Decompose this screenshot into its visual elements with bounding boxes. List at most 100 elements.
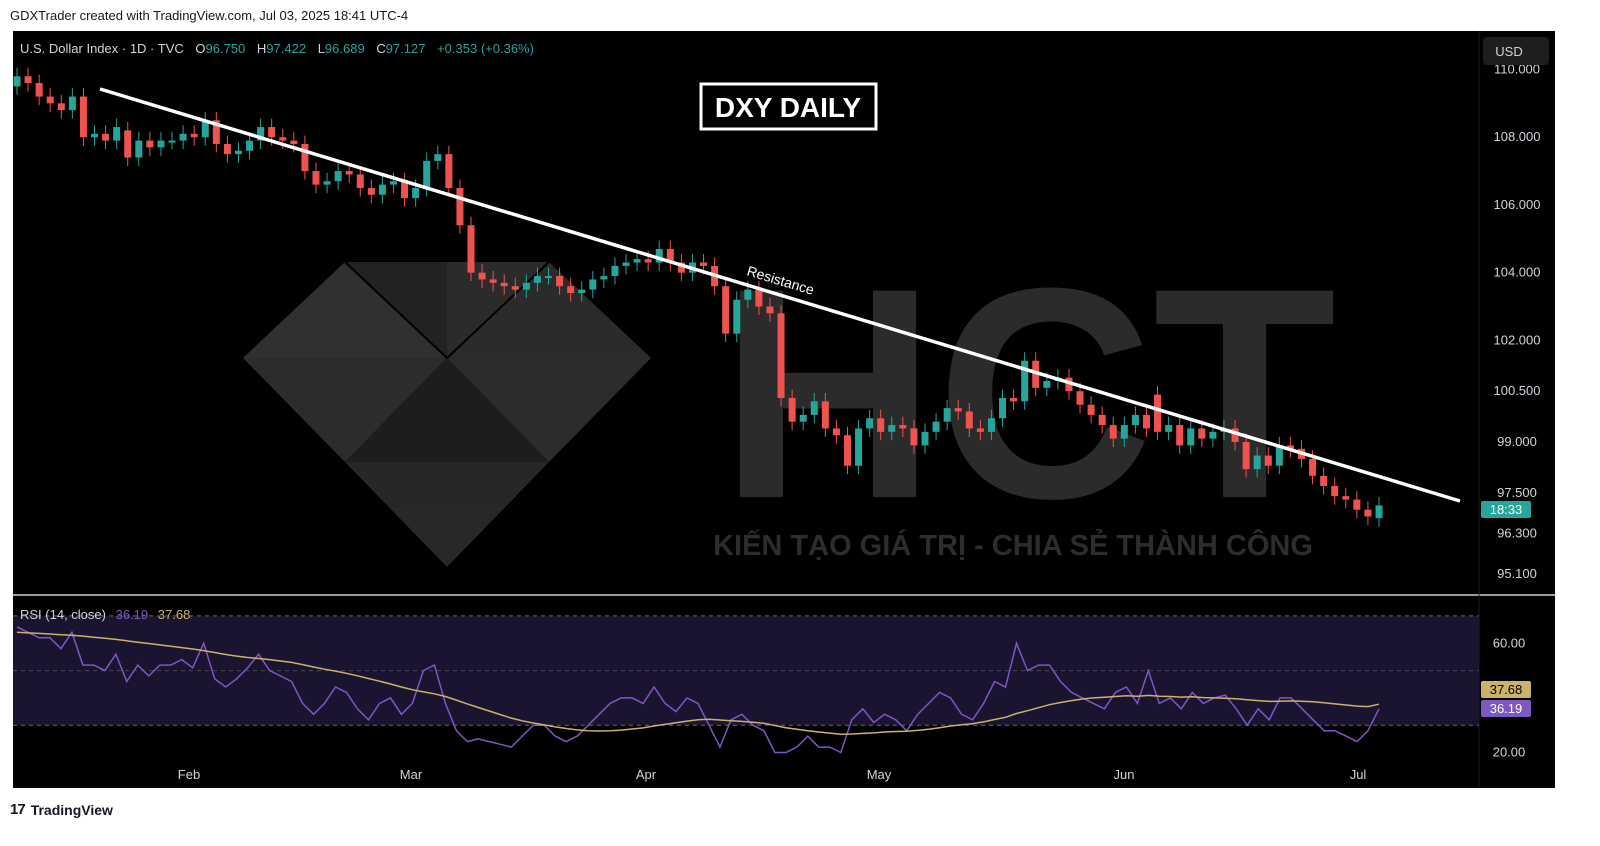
- candle: [1176, 425, 1184, 446]
- candle: [1375, 505, 1383, 519]
- candle: [722, 286, 730, 334]
- price-axis: 110.000 108.000 106.000 104.000 102.000 100.5…: [1494, 61, 1541, 581]
- candle: [666, 248, 674, 263]
- candle: [700, 262, 708, 266]
- candlestick-series: [13, 67, 1383, 527]
- candle: [146, 140, 154, 148]
- chart-caption: GDXTrader created with TradingView.com, …: [10, 8, 409, 23]
- candle: [345, 171, 353, 175]
- ohlc-legend: U.S. Dollar Index · 1D · TVC O96.750 H97…: [20, 41, 534, 56]
- candle: [777, 313, 785, 398]
- candle: [1309, 458, 1317, 476]
- price-tick-label: 106.000: [1494, 197, 1541, 212]
- candle: [223, 143, 231, 155]
- candle: [456, 188, 464, 226]
- price-tick-label: 110.000: [1494, 61, 1540, 76]
- watermark-diamond-icon: [243, 261, 651, 567]
- candle: [821, 401, 829, 429]
- candle: [312, 171, 320, 185]
- candle: [855, 428, 863, 466]
- candle: [799, 414, 807, 422]
- price-tick-label: 99.000: [1497, 434, 1537, 449]
- candle: [179, 133, 187, 141]
- candle: [622, 262, 630, 266]
- candle: [401, 181, 409, 199]
- candle: [1209, 431, 1217, 439]
- candle: [843, 435, 851, 466]
- candle: [124, 130, 132, 158]
- candle: [1076, 391, 1084, 405]
- candle: [1275, 445, 1283, 466]
- candle: [910, 428, 918, 446]
- candle: [810, 401, 818, 415]
- open-label: O: [195, 41, 205, 56]
- currency-button[interactable]: [1483, 37, 1549, 65]
- price-time-text: 18:33: [1490, 502, 1523, 517]
- candle: [24, 76, 32, 84]
- candle: [943, 408, 951, 422]
- candle: [1109, 425, 1117, 439]
- candle: [412, 188, 420, 199]
- candle: [367, 188, 375, 195]
- rsi-badge: [1481, 700, 1531, 717]
- watermark-slogan: KIẾN TẠO GIÁ TRỊ - CHIA SẺ THÀNH CÔNG: [713, 528, 1313, 562]
- candle: [212, 120, 220, 144]
- price-tick-label: 104.000: [1494, 265, 1541, 280]
- rsi-panel: [13, 615, 1479, 754]
- candle: [1142, 414, 1150, 429]
- price-tick-label: 102.000: [1494, 332, 1541, 347]
- chart-canvas[interactable]: HCT KIẾN TẠO GIÁ TRỊ - CHIA SẺ THÀNH CÔN…: [13, 31, 1555, 788]
- candle: [234, 150, 242, 155]
- candle: [567, 286, 575, 293]
- candle: [788, 397, 796, 422]
- candle: [644, 259, 652, 263]
- price-tick-label: 108.000: [1494, 129, 1541, 144]
- candle: [1165, 425, 1173, 432]
- change-value: +0.353 (+0.36%): [437, 41, 534, 56]
- time-tick-label: May: [867, 767, 892, 782]
- candle: [877, 418, 885, 432]
- candle: [1264, 455, 1272, 466]
- candle: [1098, 414, 1106, 426]
- candle: [1242, 441, 1250, 470]
- high-value: 97.422: [266, 41, 306, 56]
- candle: [987, 418, 995, 432]
- time-tick-label: Feb: [178, 767, 200, 782]
- candle: [1198, 428, 1206, 439]
- candle: [965, 411, 973, 429]
- candle: [257, 127, 265, 141]
- candle: [478, 272, 486, 280]
- tradingview-logo-icon: 17: [10, 801, 26, 818]
- price-tick-label: 96.300: [1497, 525, 1537, 540]
- candle: [57, 103, 65, 111]
- candle: [389, 181, 397, 185]
- time-tick-label: Jul: [1350, 767, 1367, 782]
- currency-label: USD: [1495, 44, 1522, 59]
- rsi-legend-label: RSI (14, close): [20, 607, 106, 622]
- tradingview-footer: 17 TradingView: [10, 801, 113, 818]
- rsi-legend: RSI (14, close) 36.19 37.68: [20, 607, 190, 622]
- candle: [1286, 445, 1294, 449]
- candle: [932, 421, 940, 432]
- time-tick-label: Apr: [636, 767, 657, 782]
- candle: [13, 76, 21, 87]
- chart-frame[interactable]: HCT KIẾN TẠO GIÁ TRỊ - CHIA SẺ THÀNH CÔN…: [13, 31, 1555, 788]
- resistance-trendline[interactable]: [99, 87, 1461, 503]
- candle: [744, 289, 752, 300]
- low-label: L: [318, 41, 325, 56]
- candle: [467, 225, 475, 273]
- candle: [888, 425, 896, 432]
- open-value: 96.750: [206, 41, 246, 56]
- candle: [489, 279, 497, 283]
- candle: [201, 120, 209, 138]
- candle: [999, 397, 1007, 419]
- time-tick-label: Mar: [400, 767, 423, 782]
- price-tick-label: 95.100: [1497, 566, 1537, 581]
- price-time-badge: [1481, 501, 1531, 518]
- candle: [1154, 394, 1162, 432]
- candle: [168, 140, 176, 143]
- candle: [1131, 414, 1139, 426]
- candle: [866, 418, 874, 429]
- candle: [1320, 475, 1328, 487]
- candle: [611, 265, 619, 277]
